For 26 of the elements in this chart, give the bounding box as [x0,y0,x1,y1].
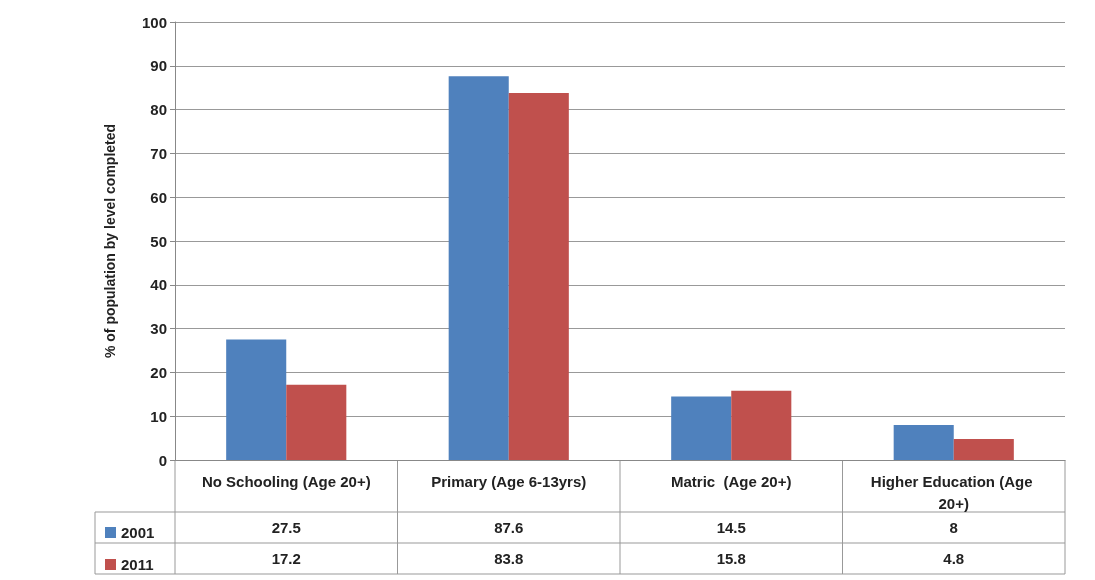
x-tick-label: Primary (Age 6-13yrs) [431,472,587,490]
data-label: 15.8 [716,550,746,567]
y-tick-label: 10 [150,407,167,425]
x-tick-label: Higher Education (Age 20+) [870,472,1037,512]
y-tick-label: 40 [150,276,167,294]
data-label: 87.6 [494,519,524,536]
data-label: 83.8 [494,550,524,567]
data-label: 14.5 [716,519,746,536]
data-label: 17.2 [271,550,301,567]
y-tick-label: 0 [158,451,167,469]
x-tick-label: Matric (Age 20+) [671,472,792,490]
data-label: 8 [949,519,958,536]
data-label: 4.8 [943,550,965,567]
legend-label: 2011 [121,556,154,573]
y-tick-label: 50 [150,232,167,250]
y-tick-label: 90 [150,57,167,75]
data-label: 27.5 [271,519,301,536]
legend-label: 2001 [121,524,155,541]
y-tick-label: 30 [150,320,167,338]
x-tick-label: No Schooling (Age 20+) [201,472,371,490]
y-axis-title: % of population by level completed [102,123,118,359]
y-tick-label: 100 [141,13,167,31]
y-tick-label: 20 [150,363,167,381]
y-tick-label: 60 [150,188,167,206]
y-tick-label: 70 [150,144,167,162]
y-tick-label: 80 [150,101,167,119]
